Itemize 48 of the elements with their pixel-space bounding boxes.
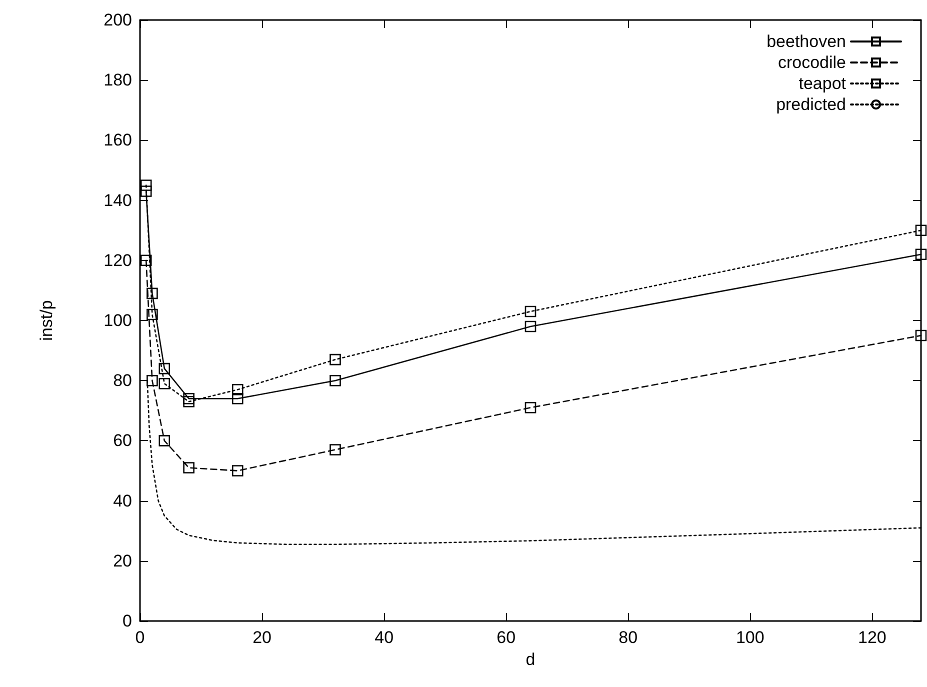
- point: [158, 362, 170, 374]
- y-axis-title: inst/p: [37, 300, 56, 341]
- y-tick-label: 80: [113, 371, 132, 390]
- point: [330, 374, 341, 386]
- y-tick-label: 100: [104, 311, 132, 330]
- point: [158, 378, 170, 390]
- point: [183, 396, 194, 408]
- y-tick-label: 0: [122, 612, 132, 630]
- point: [232, 384, 244, 396]
- x-axis-title: d: [526, 650, 536, 669]
- x-tick-label: 20: [252, 628, 272, 647]
- point: [915, 330, 927, 342]
- point: [140, 180, 152, 191]
- point: [158, 435, 170, 446]
- y-tick-label: 200: [104, 10, 132, 30]
- point: [183, 392, 194, 404]
- point: [146, 308, 158, 320]
- y-tick-label: 20: [113, 551, 132, 570]
- legend-label: beethoven: [766, 32, 846, 51]
- y-tick-label: 140: [104, 190, 132, 210]
- point: [232, 392, 244, 404]
- x-tick-label: 100: [736, 628, 764, 647]
- y-tick-label: 40: [113, 491, 132, 510]
- point: [183, 462, 194, 474]
- point: [140, 254, 152, 266]
- point: [232, 465, 244, 476]
- point: [330, 354, 341, 366]
- x-tick-label: 80: [618, 628, 638, 647]
- y-tick-label: 160: [104, 130, 132, 150]
- point: [330, 444, 341, 456]
- point: [524, 320, 536, 332]
- y-tick-label: 180: [104, 70, 132, 90]
- legend-label: crocodile: [778, 53, 846, 72]
- y-tick-label: 60: [113, 431, 132, 450]
- x-tick-label: 60: [496, 628, 516, 647]
- legend-label: teapot: [798, 74, 846, 93]
- point: [524, 402, 536, 414]
- x-tick-label: 120: [858, 628, 886, 647]
- point: [915, 248, 927, 260]
- point: [524, 306, 536, 318]
- legend-label: predicted: [776, 95, 846, 114]
- point: [915, 224, 927, 236]
- point: [146, 374, 158, 386]
- point: [146, 288, 158, 300]
- y-tick-label: 120: [104, 250, 132, 270]
- x-tick-label: 40: [374, 628, 394, 647]
- point: [140, 186, 152, 197]
- x-tick-label: 0: [135, 628, 145, 647]
